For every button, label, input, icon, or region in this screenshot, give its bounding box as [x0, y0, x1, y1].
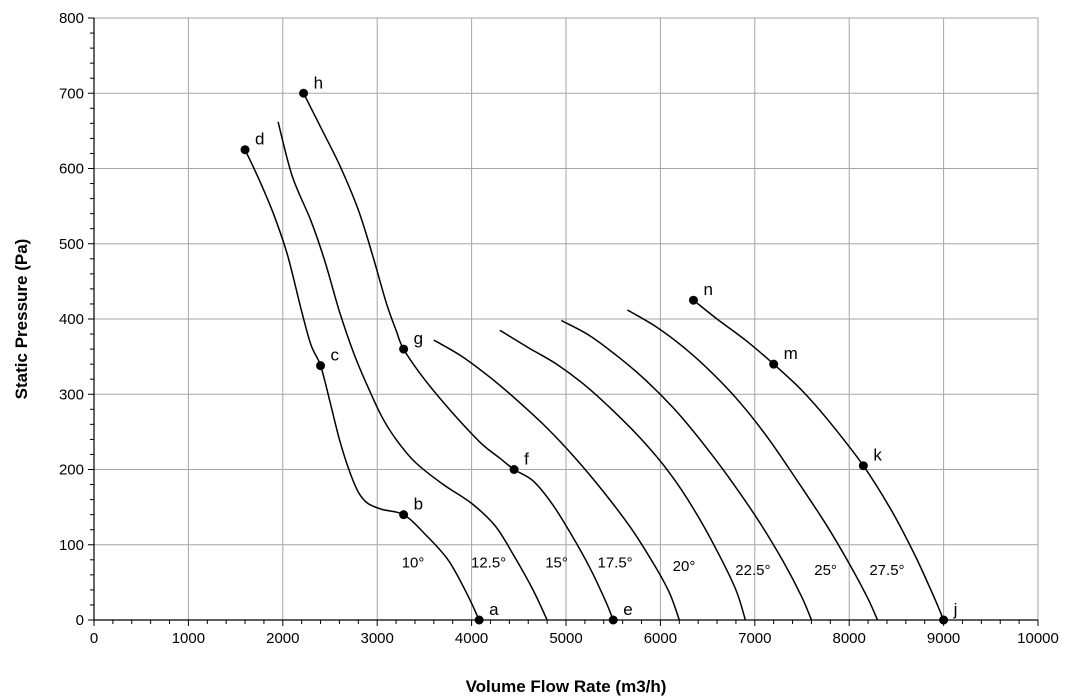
point-marker — [316, 361, 326, 371]
fan-curve — [244, 149, 480, 621]
angle-labels: 10° 12.5° 15° 17.5° 20° 22.5° 25° 27.5° — [402, 554, 905, 579]
x-tick-label: 9000 — [927, 630, 960, 647]
y-axis-title: Static Pressure (Pa) — [12, 239, 31, 400]
x-tick-label: 0 — [90, 630, 98, 647]
y-tick-label: 700 — [59, 85, 84, 102]
point-marker — [608, 615, 618, 625]
x-axis-title: Volume Flow Rate (m3/h) — [466, 677, 667, 696]
point-label: h — [314, 73, 323, 92]
axes: 0 1000 2000 3000 4000 5000 6000 7000 8000 9000 100… — [59, 10, 1059, 647]
angle-label: 27.5° — [869, 562, 904, 579]
grid — [94, 17, 1039, 620]
point-marker — [399, 344, 409, 354]
x-tick-label: 3000 — [361, 630, 394, 647]
labeled-points: a b c d e f g h j k m n — [240, 73, 958, 625]
point-marker — [474, 615, 484, 625]
y-tick-label: 200 — [59, 462, 84, 479]
angle-label: 15° — [545, 554, 568, 571]
fan-curve — [499, 329, 747, 621]
x-tick-label: 4000 — [455, 630, 488, 647]
point-label: j — [953, 600, 958, 619]
point-label: a — [489, 600, 499, 619]
y-tick-label: 600 — [59, 161, 84, 178]
angle-label: 25° — [814, 562, 837, 579]
fan-curve — [560, 319, 813, 621]
angle-label: 12.5° — [471, 554, 506, 571]
point-marker — [858, 461, 868, 471]
x-tick-label: 10000 — [1017, 630, 1059, 647]
point-label: e — [623, 600, 632, 619]
angle-label: 17.5° — [597, 554, 632, 571]
y-tick-label: 0 — [76, 612, 84, 629]
fan-curve — [627, 309, 879, 621]
fan-curve — [692, 299, 945, 621]
point-label: g — [414, 329, 423, 348]
point-label: k — [873, 446, 882, 465]
angle-label: 22.5° — [735, 562, 770, 579]
point-marker — [399, 510, 409, 520]
curves — [244, 92, 945, 621]
point-marker — [688, 295, 698, 305]
fan-curve — [433, 339, 681, 621]
point-label: m — [784, 344, 798, 363]
point-label: n — [703, 280, 712, 299]
point-label: f — [524, 450, 529, 469]
angle-label: 10° — [402, 554, 425, 571]
y-tick-label: 400 — [59, 311, 84, 328]
fan-curve — [302, 92, 614, 621]
y-tick-label: 300 — [59, 386, 84, 403]
fan-curve — [277, 121, 548, 621]
x-tick-label: 7000 — [738, 630, 771, 647]
point-marker — [939, 615, 949, 625]
x-tick-label: 5000 — [549, 630, 582, 647]
x-tick-label: 2000 — [266, 630, 299, 647]
point-label: b — [414, 495, 423, 514]
y-tick-label: 500 — [59, 236, 84, 253]
point-label: c — [331, 346, 340, 365]
y-tick-label: 100 — [59, 537, 84, 554]
point-marker — [299, 88, 309, 98]
angle-label: 20° — [673, 558, 696, 575]
y-tick-label: 800 — [59, 10, 84, 27]
x-tick-label: 1000 — [172, 630, 205, 647]
x-tick-label: 8000 — [833, 630, 866, 647]
point-marker — [769, 359, 779, 369]
point-marker — [240, 145, 250, 155]
x-tick-label: 6000 — [644, 630, 677, 647]
point-label: d — [255, 130, 264, 149]
point-marker — [509, 465, 519, 474]
